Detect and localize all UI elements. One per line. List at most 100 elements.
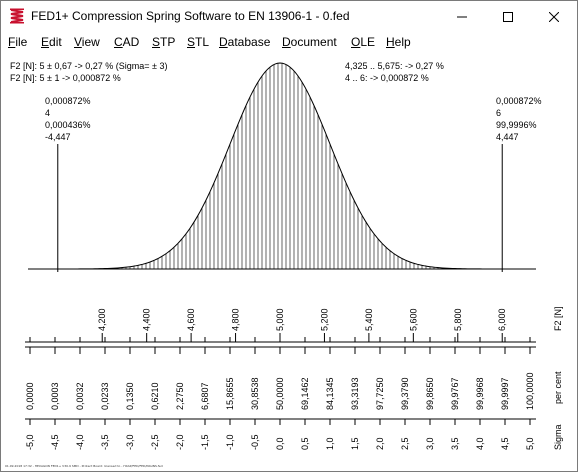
sigma-axis: -5,0 -4,5 -4,0 -3,5 -3,0 -2,5 -2,0 -1,5 -1,0 -0,5… bbox=[25, 418, 563, 450]
percent-tick-label: 69,1462 bbox=[300, 377, 310, 410]
percent-tick-label: 99,8650 bbox=[425, 377, 435, 410]
menu-label-rest: TL bbox=[195, 35, 210, 49]
window-title: FED1+ Compression Spring Software to EN … bbox=[31, 9, 350, 23]
menu-label-rest: dit bbox=[49, 35, 62, 49]
sigma-tick-label: 1,0 bbox=[325, 437, 335, 450]
percent-tick-label: 30,8538 bbox=[250, 377, 260, 410]
right-marker-cumulative: 99,9996% bbox=[496, 120, 537, 130]
menu-database[interactable]: Database bbox=[219, 35, 270, 49]
percent-tick-label: 50,0000 bbox=[275, 377, 285, 410]
sigma-tick-label: -3,5 bbox=[100, 434, 110, 450]
sigma-tick-label: -2,5 bbox=[150, 434, 160, 450]
percent-tick-label: 0,1350 bbox=[125, 382, 135, 410]
menu-mnemonic: D bbox=[282, 35, 291, 49]
sigma-tick-label: 4,5 bbox=[500, 437, 510, 450]
sigma-tick-label: 2,0 bbox=[375, 437, 385, 450]
menu-mnemonic: S bbox=[187, 35, 196, 49]
tolerance-info-right-2: 4 .. 6: -> 0,000872 % bbox=[345, 73, 429, 83]
sigma-tick-label: 0,0 bbox=[275, 437, 285, 450]
menu-cad[interactable]: CAD bbox=[114, 35, 139, 49]
curve-outline bbox=[57, 62, 503, 270]
force-axis-label: F2 [N] bbox=[553, 306, 563, 331]
percent-tick-label: 100,0000 bbox=[525, 372, 535, 410]
menu-ole[interactable]: OLE bbox=[351, 35, 375, 49]
menu-mnemonic: H bbox=[386, 35, 395, 49]
minimize-button[interactable] bbox=[439, 1, 485, 32]
menu-file[interactable]: File bbox=[8, 35, 27, 49]
percent-tick-label: 99,9968 bbox=[475, 377, 485, 410]
percent-tick-label: 0,0003 bbox=[50, 382, 60, 410]
sigma-tick-label: 4,0 bbox=[475, 437, 485, 450]
menu-mnemonic: F bbox=[8, 35, 16, 49]
menu-label-rest: elp bbox=[394, 35, 411, 49]
right-marker-sigma: 4,447 bbox=[496, 132, 519, 142]
force-axis: 4,200 4,400 4,600 4,800 5,000 5,200 5,400 5,600… bbox=[25, 306, 563, 343]
menu-mnemonic: C bbox=[114, 35, 123, 49]
sigma-axis-label: Sigma bbox=[553, 424, 563, 450]
left-marker-cumulative: 0,000436% bbox=[45, 120, 91, 130]
distribution-chart: F2 [N]: 5 ± 0,67 -> 0,27 % (Sigma= ± 3) … bbox=[10, 61, 563, 450]
menu-mnemonic: S bbox=[152, 35, 161, 49]
menu-edit[interactable]: Edit bbox=[41, 35, 62, 49]
force-tick-label: 5,800 bbox=[453, 308, 463, 331]
tolerance-info-right-1: 4,325 .. 5,675: -> 0,27 % bbox=[345, 61, 444, 71]
percent-tick-label: 0,0032 bbox=[75, 382, 85, 410]
title-bar[interactable]: FED1+ Compression Spring Software to EN … bbox=[1, 1, 577, 32]
status-footer-note: 01.09.2018 17:32 - HEXAGON FED1+ V30.9 S… bbox=[5, 464, 163, 468]
menu-label-rest: ile bbox=[15, 35, 28, 49]
menu-label-rest: iew bbox=[81, 35, 100, 49]
right-marker-limit: 6 bbox=[496, 108, 501, 118]
sigma-tick-label: -4,5 bbox=[50, 434, 60, 450]
menu-stl[interactable]: STL bbox=[187, 35, 209, 49]
tolerance-info-left-2: F2 [N]: 5 ± 1 -> 0,000872 % bbox=[10, 73, 121, 83]
minimize-icon bbox=[457, 16, 467, 17]
right-marker-percent: 0,000872% bbox=[496, 96, 542, 106]
menu-mnemonic: E bbox=[41, 35, 50, 49]
percent-tick-label: 99,9997 bbox=[500, 377, 510, 410]
force-tick-label: 6,000 bbox=[497, 308, 507, 331]
force-tick-label: 5,200 bbox=[319, 308, 329, 331]
sigma-tick-label: 0,5 bbox=[300, 437, 310, 450]
distribution-curve bbox=[28, 62, 536, 272]
percent-tick-label: 15,8655 bbox=[225, 377, 235, 410]
force-tick-label: 4,600 bbox=[186, 308, 196, 331]
menu-label-rest: atabase bbox=[227, 35, 271, 49]
menu-mnemonic: D bbox=[219, 35, 228, 49]
percent-tick-label: 6,6807 bbox=[200, 382, 210, 410]
percent-tick-label: 99,3790 bbox=[400, 377, 410, 410]
sigma-tick-label: -1,5 bbox=[200, 434, 210, 450]
maximize-button[interactable] bbox=[485, 1, 531, 32]
sigma-tick-label: -3,0 bbox=[125, 434, 135, 450]
force-tick-label: 5,400 bbox=[364, 308, 374, 331]
menu-document[interactable]: Document bbox=[282, 35, 337, 49]
menu-label-rest: LE bbox=[360, 35, 376, 49]
percent-axis-label: per cent bbox=[553, 371, 563, 404]
sigma-tick-label: 3,0 bbox=[425, 437, 435, 450]
percent-tick-label: 99,9767 bbox=[450, 377, 460, 410]
close-button[interactable] bbox=[531, 1, 577, 32]
menu-view[interactable]: View bbox=[74, 35, 100, 49]
sigma-tick-label: 2,5 bbox=[400, 437, 410, 450]
percent-tick-label: 2,2750 bbox=[175, 382, 185, 410]
percent-tick-label: 0,6210 bbox=[150, 382, 160, 410]
sigma-tick-label: 3,5 bbox=[450, 437, 460, 450]
percent-axis: 0,0000 0,0003 0,0032 0,0233 0,1350 0,6210 2,27… bbox=[25, 346, 563, 410]
sigma-tick-label: -0,5 bbox=[250, 434, 260, 450]
menu-stp[interactable]: STP bbox=[152, 35, 175, 49]
sigma-tick-label: -1,0 bbox=[225, 434, 235, 450]
force-tick-label: 4,200 bbox=[97, 308, 107, 331]
sigma-tick-label: 5,0 bbox=[525, 437, 535, 450]
maximize-icon bbox=[503, 11, 513, 22]
sigma-tick-label: -5,0 bbox=[25, 434, 35, 450]
force-tick-label: 5,000 bbox=[275, 308, 285, 331]
percent-tick-label: 93,3193 bbox=[350, 377, 360, 410]
menu-label-rest: ocument bbox=[290, 35, 337, 49]
force-tick-label: 4,400 bbox=[142, 308, 152, 331]
spring-app-icon bbox=[9, 8, 25, 24]
menu-help[interactable]: Help bbox=[386, 35, 411, 49]
menu-bar: File Edit View CAD STP STL Database Document OLE… bbox=[1, 32, 577, 52]
left-marker-percent: 0,000872% bbox=[45, 96, 91, 106]
left-marker-sigma: -4,447 bbox=[45, 132, 71, 142]
percent-tick-label: 97,7250 bbox=[375, 377, 385, 410]
